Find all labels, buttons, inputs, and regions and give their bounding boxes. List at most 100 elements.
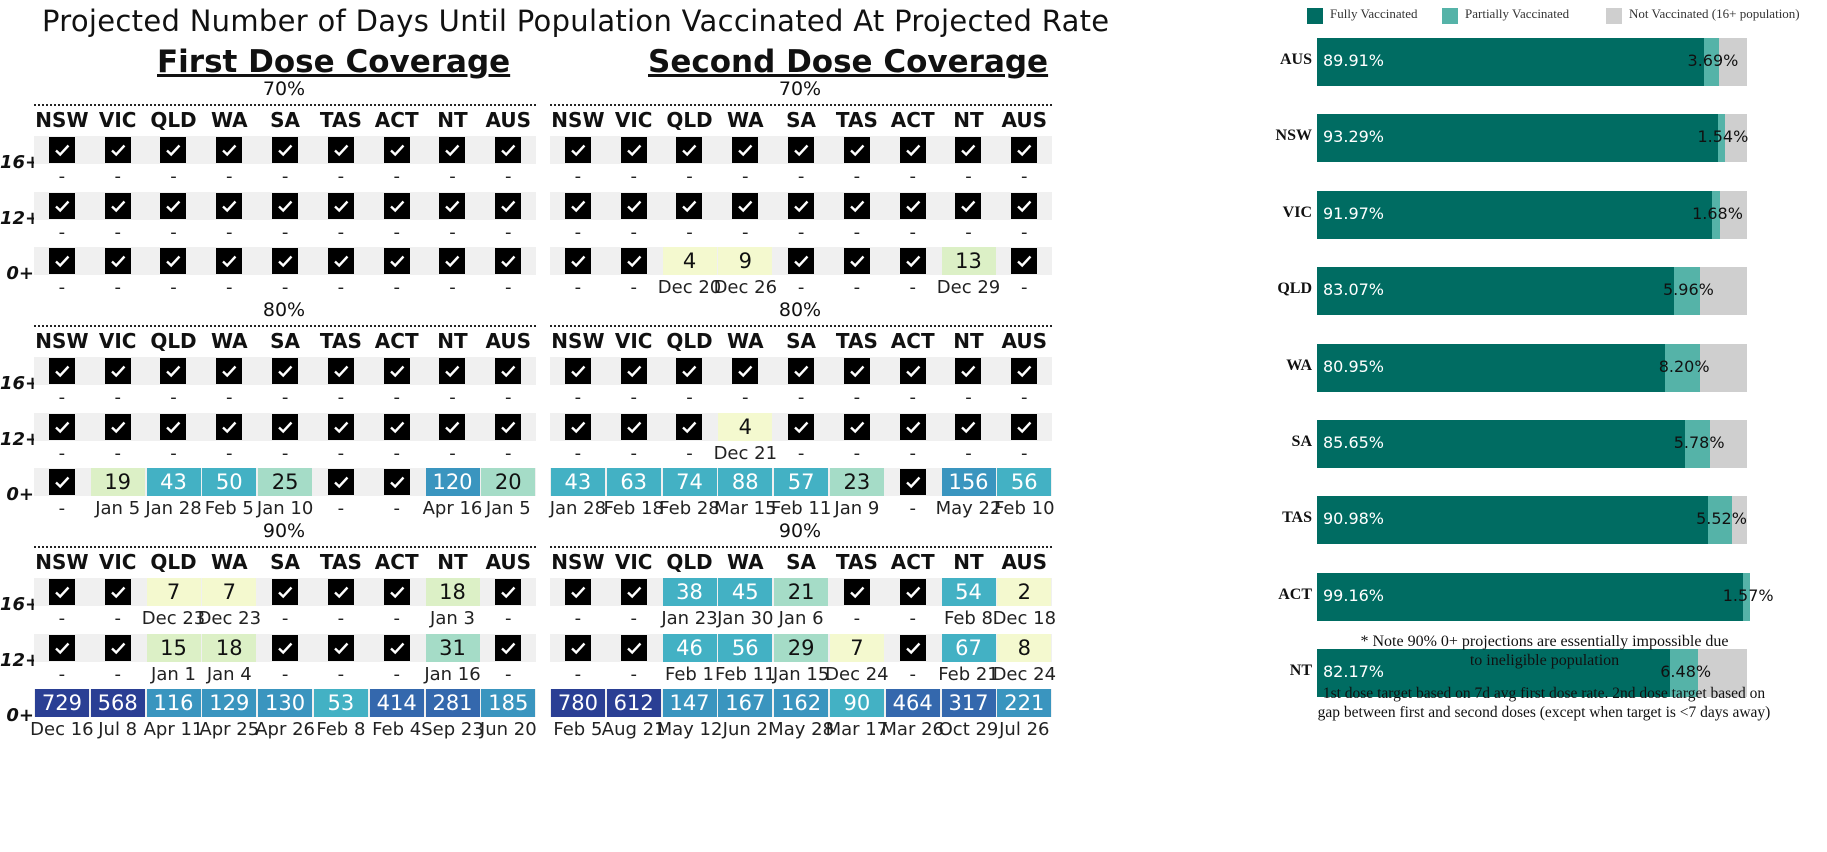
date-label: - [281,387,289,408]
bar-row: 80.95% 8.20% [1317,343,1747,392]
legend-swatch [1606,8,1622,24]
checkbox-icon [48,413,75,440]
check-cell [313,578,369,606]
checkbox-icon [272,634,299,661]
date-label: - [281,166,289,187]
check-cell [773,413,829,441]
checkbox-icon [788,358,815,384]
days-cell: 38 [662,578,717,606]
checkbox-icon [676,358,703,384]
checkbox-icon [104,579,131,605]
check-cell [313,247,369,275]
checkbox-icon [495,579,522,605]
date-label: Feb 18 [603,498,664,519]
date-label: - [742,221,749,243]
date-label: - [574,442,582,464]
checkbox-icon [899,469,926,495]
date-label: - [393,442,400,464]
date-label: Jan 30 [717,608,774,629]
date-label: - [58,498,66,519]
fully-value-label: 80.95% [1323,356,1385,376]
checkbox-icon [788,248,815,274]
date-label: Feb 8 [316,719,366,740]
checkbox-icon [216,137,243,163]
check-cell [606,192,662,220]
divider [34,325,536,327]
date-label: Jun 20 [479,719,537,740]
date-label: Dec 23 [197,608,262,629]
days-cell: 4 [718,412,773,441]
checkbox-icon [788,137,815,163]
check-cell [885,357,941,385]
state-header: WA [210,550,248,574]
date-label: - [393,663,400,685]
state-header: ACT [374,329,419,353]
age-label: 0+ [6,484,34,505]
not-vaccinated-bar [1698,649,1747,698]
partially-vaccinated-bar [1712,190,1720,239]
check-cell [34,136,90,164]
note-method: 1st dose target based on 7d avg first do… [1254,684,1827,722]
vaccination-bar-chart: Fully Vaccinated Partially Vaccinated Not … [1262,0,1827,852]
date-label: - [1021,442,1028,464]
date-label: - [909,166,916,187]
not-vaccinated-bar [1731,496,1747,545]
check-cell [941,413,997,441]
checkbox-icon [272,579,299,605]
check-cell [885,413,941,441]
days-cell: 53 [313,689,368,717]
date-label: - [686,166,693,187]
date-label: - [337,498,345,519]
check-cell [606,413,662,441]
checkbox-icon [564,192,591,219]
checkbox-icon [843,192,870,219]
state-header: AUS [1001,329,1048,353]
date-label: Jan 28 [549,498,607,519]
checkbox-icon [620,413,647,440]
date-label: - [170,277,177,298]
date-label: - [393,221,400,243]
date-label: - [1021,221,1028,243]
days-cell: 568 [90,689,145,717]
checkbox-icon [216,413,243,440]
check-cell [425,192,481,220]
check-cell [773,247,829,275]
check-cell [550,634,606,662]
days-cell: 54 [941,578,996,606]
date-label: May 12 [656,719,723,740]
checkbox-icon [899,192,926,219]
legend-swatch [1307,8,1323,24]
checkbox-icon [383,137,410,163]
not-vaccinated-bar [1719,38,1747,86]
check-cell [369,357,425,385]
date-label: - [226,387,233,408]
date-label: Dec 23 [141,608,206,629]
fully-vaccinated-bar [1317,38,1704,86]
date-label: - [114,387,121,408]
state-header: SA [786,550,817,574]
date-label: - [449,221,456,243]
state-header: VIC [614,329,653,353]
date-label: - [393,498,400,519]
age-label: 0+ [6,705,34,726]
date-label: - [965,442,972,464]
checkbox-icon [48,248,75,274]
check-cell [34,247,90,275]
state-header: VIC [614,550,653,574]
target-label: 70% [262,78,306,100]
check-cell [146,357,202,385]
days-cell: 317 [941,689,996,717]
fully-value-label: 99.16% [1323,585,1385,605]
days-cell: 167 [718,689,773,717]
checkbox-icon [843,358,870,384]
check-cell [425,136,481,164]
date-label: Jan 28 [145,498,202,519]
date-label: Jan 23 [661,608,718,629]
bar-row: 91.97% 1.68% [1317,190,1747,239]
check-cell [662,192,718,220]
date-label: - [574,166,582,187]
state-header: ACT [890,108,935,132]
date-label: - [853,166,861,187]
check-cell [257,357,313,385]
check-cell [941,192,997,220]
